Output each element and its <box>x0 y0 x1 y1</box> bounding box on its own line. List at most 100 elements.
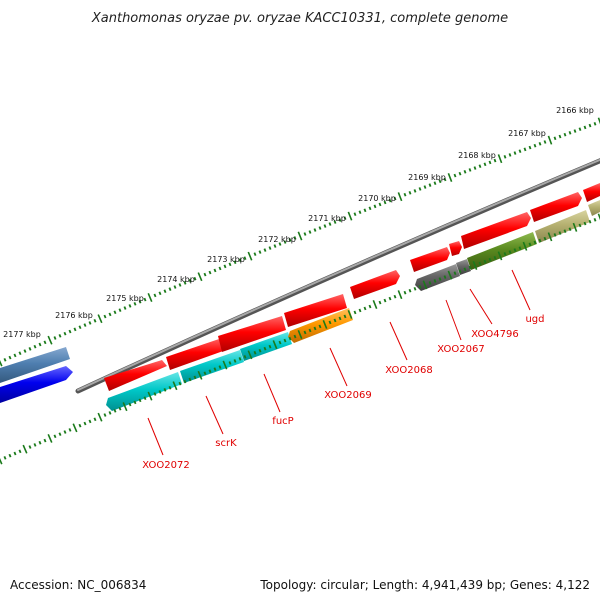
outer-ring-minor-tick <box>383 200 387 205</box>
outer-ring-minor-tick <box>318 226 322 230</box>
outer-ring-minor-tick <box>8 355 12 360</box>
gene-fucp[interactable] <box>240 332 292 361</box>
gene-xoo2067[interactable] <box>415 264 460 291</box>
tick-label-2168: 2168 kbp <box>458 151 496 160</box>
outer-ring-minor-tick <box>183 281 187 285</box>
inner-ring-minor-tick <box>283 338 287 343</box>
gene-forward-5[interactable] <box>350 270 400 299</box>
inner-ring-major-tick <box>547 232 553 242</box>
outer-ring-minor-tick <box>38 342 42 347</box>
inner-ring-major-tick <box>447 270 453 280</box>
inner-ring-major-tick <box>47 434 53 443</box>
outer-ring-minor-tick <box>73 327 77 332</box>
inner-ring-minor-tick <box>558 231 562 235</box>
inner-ring-minor-tick <box>433 279 437 283</box>
outer-ring-minor-tick <box>33 344 37 349</box>
gene-reverse-khaki-2[interactable] <box>588 200 600 216</box>
inner-ring-minor-tick <box>188 377 192 382</box>
outer-ring-minor-tick <box>503 154 507 159</box>
label-leaders <box>147 269 531 456</box>
outer-ring-minor-tick <box>283 240 287 244</box>
inner-ring-minor-tick <box>253 350 257 355</box>
inner-ring-minor-tick <box>58 432 62 437</box>
inner-ring-minor-tick <box>193 375 197 380</box>
inner-ring-minor-tick <box>13 451 17 456</box>
leader-xoo2067 <box>445 299 462 341</box>
inner-ring-major-tick <box>522 241 528 251</box>
inner-ring-minor-tick <box>518 246 522 251</box>
gene-forward-4[interactable] <box>284 294 347 327</box>
gene-xoo2072[interactable] <box>106 372 182 411</box>
outer-ring-minor-tick <box>273 244 277 248</box>
outer-ring-major-tick <box>597 117 600 125</box>
gene-edge-blue[interactable] <box>0 366 73 403</box>
forward-genes <box>104 183 600 391</box>
outer-ring-major-tick <box>47 335 53 345</box>
inner-ring-minor-tick <box>463 267 467 272</box>
inner-ring-minor-tick <box>68 428 72 432</box>
inner-ring-minor-tick <box>53 434 57 439</box>
gene-forward-6[interactable] <box>410 247 450 272</box>
gene-forward-1[interactable] <box>104 360 167 391</box>
outer-ring-minor-tick <box>543 140 547 144</box>
gene-forward-3[interactable] <box>218 316 286 352</box>
edge-genes <box>0 347 73 403</box>
gene-forward-7[interactable] <box>449 241 462 256</box>
inner-ring-minor-tick <box>208 369 212 374</box>
outer-ring-minor-tick <box>133 301 137 306</box>
outer-ring-minor-tick <box>23 349 27 353</box>
outer-ring-major-tick <box>147 293 153 302</box>
gene-forward-2[interactable] <box>166 338 226 370</box>
inner-ring-minor-tick <box>543 236 547 241</box>
inner-ring-minor-tick <box>408 288 412 293</box>
outer-ring-minor-tick <box>528 145 532 150</box>
outer-ring-minor-tick <box>358 210 362 215</box>
inner-ring-minor-tick <box>378 300 382 305</box>
inner-ring-minor-tick <box>383 298 387 303</box>
outer-ring-minor-tick <box>123 306 127 310</box>
outer-ring-minor-tick <box>113 310 117 315</box>
outer-ring-minor-tick <box>253 252 257 256</box>
outer-ring-minor-tick <box>258 250 262 254</box>
leader-xoo2068 <box>389 321 408 361</box>
outer-ring-minor-tick <box>488 160 492 165</box>
inner-ring-minor-tick <box>278 340 282 345</box>
outer-ring-minor-tick <box>18 351 22 356</box>
inner-ring-major-tick <box>197 370 203 380</box>
leader-xoo2072 <box>147 417 164 456</box>
outer-ring-minor-tick <box>343 216 347 220</box>
outer-ring-minor-tick <box>3 357 7 362</box>
outer-ring-minor-tick <box>43 340 47 345</box>
inner-ring-major-tick <box>497 251 503 261</box>
tick-label-2171: 2171 kbp <box>308 214 346 223</box>
inner-ring-major-tick <box>297 330 303 339</box>
inner-ring-minor-tick <box>413 286 417 291</box>
inner-ring-minor-tick <box>303 330 307 335</box>
label-fucp: fucP <box>272 416 293 427</box>
inner-ring-major-tick <box>422 280 428 290</box>
inner-ring-major-tick <box>172 381 178 391</box>
outer-ring-minor-tick <box>178 283 182 287</box>
outer-ring-minor-tick <box>233 260 237 265</box>
gene-forward-8[interactable] <box>461 212 531 249</box>
kbp-labels: 2166 kbp 2167 kbp 2168 kbp 2169 kbp 2170… <box>3 106 594 339</box>
outer-ring-minor-tick <box>223 264 227 269</box>
inner-ring-minor-tick <box>83 421 87 426</box>
inner-ring-minor-tick <box>358 308 362 313</box>
gene-forward-9[interactable] <box>530 192 582 222</box>
outer-ring-minor-tick <box>573 129 577 133</box>
gene-forward-10[interactable] <box>583 183 600 202</box>
outer-ring-major-tick <box>0 360 3 367</box>
outer-ring-minor-tick <box>513 151 517 155</box>
gene-scrk[interactable] <box>180 350 244 383</box>
outer-ring-major-tick <box>547 135 553 145</box>
outer-ring-minor-tick <box>563 132 567 137</box>
inner-ring-minor-tick <box>293 334 297 339</box>
inner-ring-major-tick <box>147 391 153 401</box>
gene-edge-steel[interactable] <box>0 347 70 383</box>
inner-ring-minor-tick <box>568 227 572 232</box>
outer-ring-major-tick <box>247 251 253 261</box>
inner-ring-major-tick <box>572 222 578 232</box>
outer-ring-minor-tick <box>308 230 312 234</box>
